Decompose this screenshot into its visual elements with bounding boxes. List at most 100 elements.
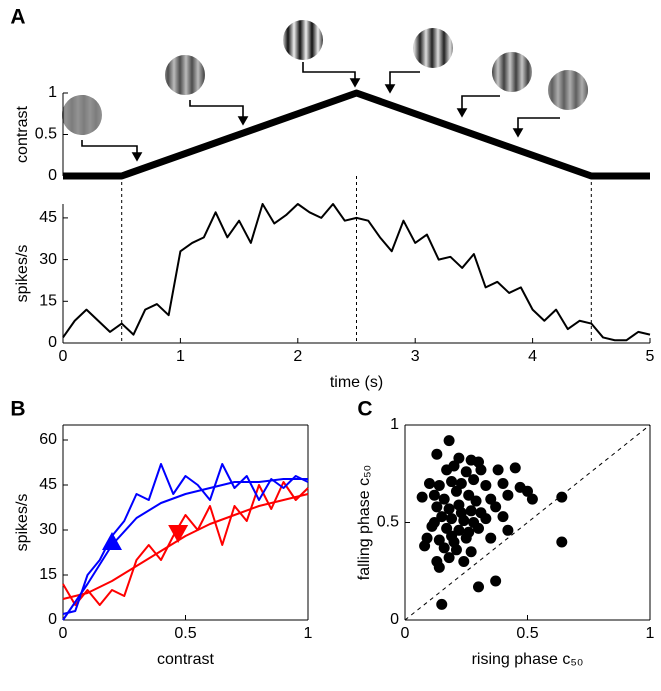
- scatter-point: [485, 532, 497, 544]
- scatter-point: [492, 464, 504, 476]
- scatter-point: [480, 479, 492, 491]
- scatter-point: [443, 552, 455, 564]
- y-tick-label: 0: [390, 611, 399, 628]
- scatter-point: [556, 536, 568, 548]
- scatter-point: [431, 501, 443, 513]
- x-tick-label: 0.5: [174, 625, 196, 642]
- x-axis-label: time (s): [330, 374, 383, 391]
- scatter-point: [460, 532, 472, 544]
- scatter-point: [436, 511, 448, 523]
- scatter-point: [497, 478, 509, 489]
- y-tick-label: 0: [48, 167, 57, 184]
- x-tick-label: 4: [528, 348, 537, 365]
- y-tick-label: 30: [39, 521, 57, 538]
- scatter-point: [475, 464, 487, 476]
- grating: [165, 55, 249, 126]
- scatter-point: [416, 491, 428, 503]
- x-tick-label: 1: [176, 348, 185, 365]
- scatter-point: [470, 495, 482, 507]
- y-tick-label: 1: [48, 84, 57, 101]
- series-line: [62, 478, 308, 621]
- scatter-point: [502, 524, 514, 536]
- scatter-point: [433, 479, 445, 491]
- panel-label: C: [357, 398, 372, 421]
- scatter-point: [443, 435, 455, 447]
- scatter-point: [490, 575, 502, 587]
- scatter-point: [473, 522, 484, 534]
- scatter-point: [438, 542, 450, 554]
- scatter-point: [465, 505, 477, 517]
- scatter-point: [556, 491, 568, 503]
- grating-icons: [62, 20, 588, 162]
- y-axis-label: spikes/s: [14, 494, 31, 552]
- x-tick-label: 5: [646, 348, 655, 365]
- y-tick-label: 45: [39, 476, 57, 493]
- y-tick-label: 0.5: [35, 126, 57, 143]
- scatter-point: [433, 561, 445, 573]
- scatter-point: [497, 511, 509, 523]
- scatter-point: [455, 507, 467, 519]
- scatter-point: [443, 503, 455, 515]
- series-line: [62, 203, 651, 342]
- scatter-point: [473, 581, 484, 593]
- y-axis-label: spikes/s: [14, 245, 31, 303]
- x-tick-label: 0: [401, 625, 410, 642]
- panel-label: A: [10, 6, 25, 29]
- grating: [384, 28, 453, 94]
- y-tick-label: 0: [48, 611, 57, 628]
- scatter-point: [424, 478, 435, 489]
- panel-label: B: [10, 398, 25, 421]
- scatter-point: [468, 474, 480, 486]
- y-tick-label: 45: [39, 209, 57, 226]
- scatter-point: [460, 466, 472, 478]
- grating: [62, 95, 143, 162]
- scatter-point: [509, 462, 521, 474]
- x-axis-label: rising phase c₅₀: [472, 651, 584, 668]
- series-line: [63, 89, 650, 180]
- x-axis-label: contrast: [157, 651, 214, 668]
- scatter-point: [450, 485, 462, 497]
- grating: [512, 70, 588, 138]
- scatter-point: [490, 501, 502, 513]
- x-tick-label: 3: [411, 348, 420, 365]
- x-tick-label: 2: [293, 348, 302, 365]
- scatter-point: [436, 598, 448, 610]
- scatter-point: [431, 448, 443, 460]
- y-tick-label: 0: [48, 334, 57, 351]
- scatter-point: [458, 556, 470, 567]
- grating: [283, 20, 361, 88]
- x-tick-label: 1: [646, 625, 655, 642]
- direction-marker: [168, 525, 189, 543]
- scatter-point: [502, 489, 514, 501]
- y-tick-label: 15: [39, 293, 57, 310]
- x-tick-label: 0: [59, 348, 68, 365]
- y-axis-label: contrast: [14, 105, 31, 162]
- x-tick-label: 0.5: [516, 625, 538, 642]
- scatter-point: [428, 489, 440, 501]
- scatter-point: [480, 513, 492, 525]
- x-tick-label: 0: [59, 625, 68, 642]
- scatter-point: [526, 493, 538, 505]
- scatter-point: [446, 476, 458, 488]
- scatter-point: [446, 513, 458, 525]
- grating: [456, 52, 532, 118]
- y-tick-label: 30: [39, 251, 57, 268]
- scatter-point: [465, 546, 477, 558]
- direction-marker: [102, 532, 122, 550]
- scatter-point: [446, 530, 458, 542]
- scatter-point: [463, 489, 475, 501]
- y-axis-label: falling phase c₅₀: [356, 465, 373, 580]
- scatter-point: [441, 464, 453, 476]
- series-line: [62, 481, 309, 606]
- series-line: [62, 493, 309, 600]
- scatter-point: [450, 544, 462, 556]
- y-tick-label: 15: [39, 566, 57, 583]
- y-tick-label: 1: [390, 416, 399, 433]
- x-tick-label: 1: [304, 625, 313, 642]
- y-tick-label: 0.5: [377, 514, 399, 531]
- scatter-point: [428, 517, 440, 528]
- scatter-point: [453, 524, 465, 536]
- scatter-point: [438, 493, 450, 505]
- scatter-point: [419, 540, 431, 552]
